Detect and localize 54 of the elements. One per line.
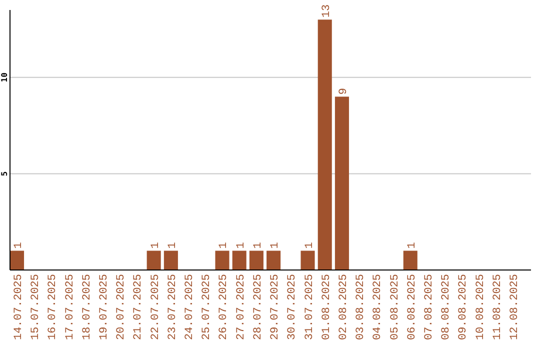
y-tick-label: 5: [0, 171, 9, 176]
bar: [403, 250, 418, 270]
x-tick-label: 06.08.2025: [406, 274, 418, 340]
x-tick-label: 14.07.2025: [13, 274, 26, 340]
bar: [164, 250, 178, 270]
x-tick-label: 21.07.2025: [132, 274, 145, 340]
data-label: 1: [406, 242, 418, 249]
x-tick-label: 23.07.2025: [166, 274, 179, 340]
data-label: 1: [13, 242, 26, 249]
x-tick-label: 22.07.2025: [150, 274, 162, 340]
bar: [10, 250, 24, 270]
x-tick-label: 01.08.2025: [320, 274, 333, 340]
bar: [232, 250, 246, 270]
x-tick-label: 17.07.2025: [64, 274, 76, 340]
data-label: 1: [304, 242, 316, 249]
x-tick-label: 28.07.2025: [252, 274, 264, 340]
bar: [266, 250, 281, 270]
bar: [215, 250, 230, 270]
x-tick-label: 16.07.2025: [47, 274, 60, 340]
x-tick-label: 11.08.2025: [492, 274, 504, 340]
x-tick-label: 15.07.2025: [30, 274, 42, 340]
x-tick-label: 20.07.2025: [116, 274, 128, 340]
x-tick-label: 26.07.2025: [218, 274, 230, 340]
x-tick-label: 31.07.2025: [304, 274, 316, 340]
x-tick-label: 08.08.2025: [440, 274, 453, 340]
x-tick-label: 03.08.2025: [355, 274, 368, 340]
y-tick-label: 10: [0, 72, 9, 82]
data-label: 1: [252, 242, 264, 249]
x-tick-label: 18.07.2025: [81, 274, 94, 340]
bar: [146, 250, 161, 270]
data-label: 9: [338, 88, 350, 95]
data-label: 1: [235, 242, 248, 249]
x-tick-label: 29.07.2025: [270, 274, 282, 340]
x-tick-label: 04.08.2025: [372, 274, 384, 340]
data-label: 13: [320, 4, 333, 18]
bar: [300, 250, 315, 270]
x-tick-label: 30.07.2025: [286, 274, 299, 340]
bar: [334, 96, 349, 270]
x-tick-label: 05.08.2025: [389, 274, 402, 340]
x-tick-label: 27.07.2025: [235, 274, 248, 340]
x-tick-label: 12.08.2025: [508, 274, 521, 340]
x-tick-label: 02.08.2025: [338, 274, 350, 340]
x-tick-label: 19.07.2025: [98, 274, 111, 340]
data-label: 1: [218, 242, 230, 249]
data-label: 1: [270, 242, 282, 249]
bar: [318, 20, 332, 270]
data-label: 1: [150, 242, 162, 249]
bar: [249, 250, 264, 270]
x-tick-label: 25.07.2025: [201, 274, 214, 340]
x-tick-label: 07.08.2025: [423, 274, 436, 340]
data-label: 1: [166, 242, 179, 249]
x-tick-label: 09.08.2025: [458, 274, 470, 340]
x-tick-label: 10.08.2025: [474, 274, 487, 340]
x-tick-label: 24.07.2025: [184, 274, 196, 340]
